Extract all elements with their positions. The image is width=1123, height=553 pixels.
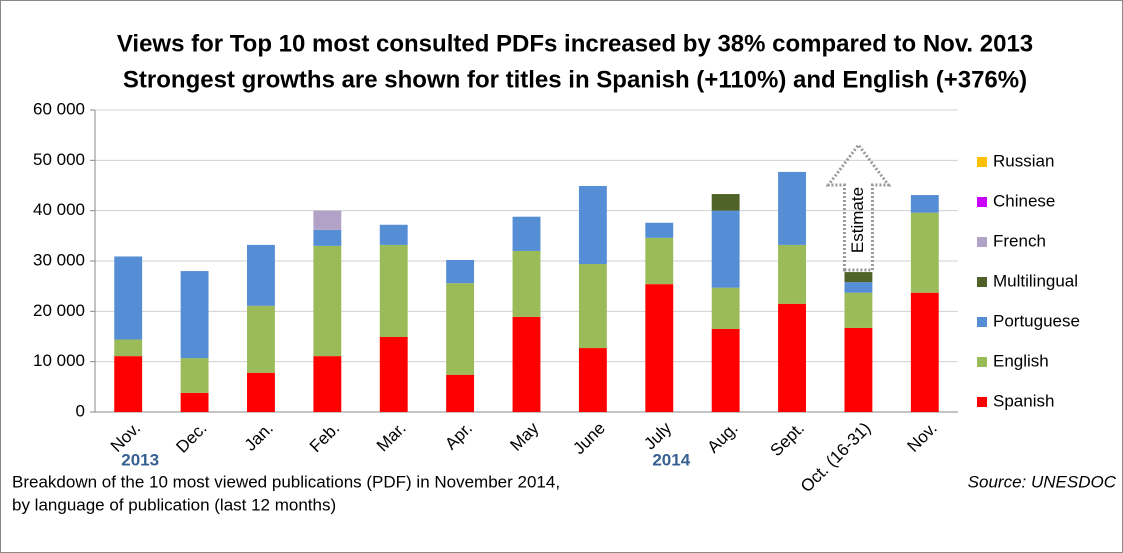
y-tick-label: 30 000 xyxy=(33,250,85,269)
legend-swatch xyxy=(977,277,987,287)
bar-segment xyxy=(512,250,541,317)
bar-segment xyxy=(512,316,541,412)
bar-segment xyxy=(844,327,873,412)
legend-label: Chinese xyxy=(993,191,1055,210)
bar-segment xyxy=(180,271,209,359)
bar-segment xyxy=(844,282,873,293)
bar-segment xyxy=(778,244,806,304)
bar-segment xyxy=(844,272,873,283)
legend-label: Portuguese xyxy=(993,311,1080,330)
bar-segment xyxy=(446,283,475,375)
y-tick-label: 60 000 xyxy=(33,99,85,118)
legend-swatch xyxy=(977,197,987,207)
y-tick-label: 0 xyxy=(76,401,85,420)
bar-segment xyxy=(247,372,275,412)
y-tick-label: 20 000 xyxy=(33,301,85,320)
legend-swatch xyxy=(977,157,987,167)
bar-segment xyxy=(910,212,939,293)
chart-title: Views for Top 10 most consulted PDFs inc… xyxy=(117,30,1033,57)
y-tick-label: 50 000 xyxy=(33,150,85,169)
legend-swatch xyxy=(977,397,987,407)
bar-segment xyxy=(578,348,607,412)
bar-segment xyxy=(180,358,209,393)
bar-segment xyxy=(247,244,275,306)
bar-segment xyxy=(645,284,674,412)
legend-label: Multilingual xyxy=(993,271,1078,290)
bar-segment xyxy=(711,194,740,211)
year-label: 2013 xyxy=(121,450,159,469)
y-tick-label: 40 000 xyxy=(33,200,85,219)
legend-label: English xyxy=(993,351,1049,370)
legend-swatch xyxy=(977,357,987,367)
bar-segment xyxy=(114,339,143,357)
estimate-arrow xyxy=(825,142,892,272)
bar-segment xyxy=(711,287,740,329)
bar-segment xyxy=(711,328,740,412)
bar-segment xyxy=(910,195,939,213)
bar-segment xyxy=(446,374,475,412)
bar-segment xyxy=(313,356,342,412)
legend-label: Spanish xyxy=(993,391,1054,410)
legend-label: Russian xyxy=(993,151,1054,170)
chart-subtitle: Strongest growths are shown for titles i… xyxy=(123,66,1027,93)
legend-swatch xyxy=(977,317,987,327)
bar-segment xyxy=(379,244,408,338)
bar-segment xyxy=(313,245,342,357)
bar-segment xyxy=(645,237,674,285)
bar-segment xyxy=(645,222,674,238)
note: by language of publication (last 12 mont… xyxy=(12,495,336,514)
bar-segment xyxy=(114,356,143,412)
year-label: 2014 xyxy=(652,450,690,469)
bar-segment xyxy=(778,171,806,245)
bar-segment xyxy=(379,337,408,412)
note: Breakdown of the 10 most viewed publicat… xyxy=(12,472,560,491)
bar-segment xyxy=(114,256,143,340)
bar-segment xyxy=(910,292,939,412)
bar-segment xyxy=(446,259,475,284)
estimate-label: Estimate xyxy=(848,187,867,253)
legend-swatch xyxy=(977,237,987,247)
bar-segment xyxy=(512,216,541,251)
bar-segment xyxy=(778,303,806,412)
bar-segment xyxy=(379,224,408,245)
bar-segment xyxy=(711,210,740,288)
bar-segment xyxy=(180,392,209,412)
bar-segment xyxy=(313,229,342,246)
source: Source: UNESDOC xyxy=(968,472,1117,491)
bar-segment xyxy=(844,292,873,328)
bar-segment xyxy=(578,264,607,349)
bar-segment xyxy=(313,210,342,230)
bar-segment xyxy=(247,305,275,373)
y-tick-label: 10 000 xyxy=(33,351,85,370)
legend-label: French xyxy=(993,231,1046,250)
bar-segment xyxy=(578,186,607,265)
